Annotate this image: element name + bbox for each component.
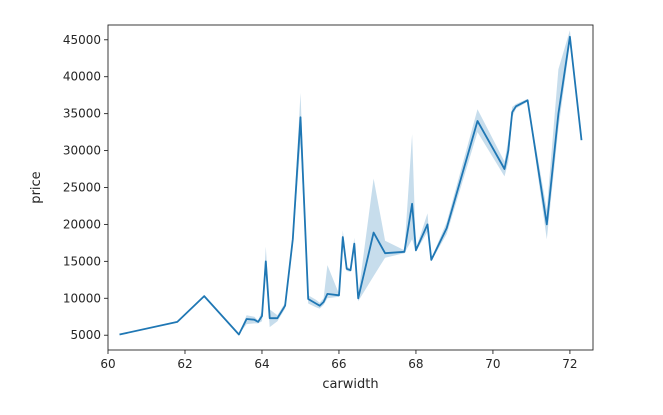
- x-tick-label: 64: [254, 357, 269, 371]
- x-tick-label: 60: [100, 357, 115, 371]
- x-tick-label: 68: [408, 357, 423, 371]
- y-axis: 5000 10000 15000 20000 25000 30000 35000 40000 4…: [63, 33, 108, 342]
- y-tick-label: 5000: [70, 328, 101, 342]
- x-tick-label: 70: [485, 357, 500, 371]
- plot-area: [119, 30, 583, 336]
- x-tick-label: 72: [562, 357, 577, 371]
- y-tick-label: 40000: [63, 70, 101, 84]
- x-tick-label: 66: [331, 357, 346, 371]
- y-tick-label: 45000: [63, 33, 101, 47]
- series-line-price: [119, 35, 583, 336]
- y-tick-label: 25000: [63, 181, 101, 195]
- y-tick-label: 30000: [63, 144, 101, 158]
- y-tick-label: 20000: [63, 217, 101, 231]
- y-tick-label: 10000: [63, 291, 101, 305]
- y-tick-label: 15000: [63, 254, 101, 268]
- x-axis: 60 62 64 66 68 70 72: [100, 350, 578, 371]
- y-tick-label: 35000: [63, 107, 101, 121]
- confidence-band: [119, 30, 582, 335]
- axes-frame: [107, 24, 594, 351]
- x-tick-label: 62: [177, 357, 192, 371]
- x-axis-label: carwidth: [322, 377, 378, 392]
- y-axis-label: price: [29, 171, 44, 203]
